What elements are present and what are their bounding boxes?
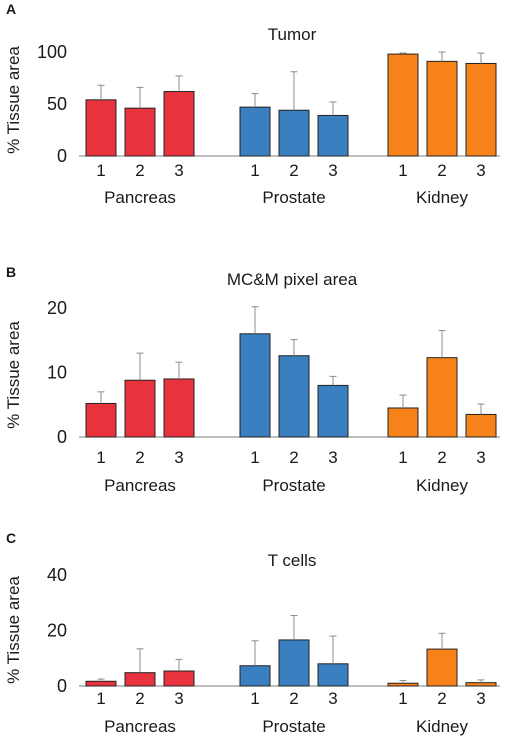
x-tick-label: 2 <box>437 448 446 467</box>
y-axis-label: % Tissue area <box>4 46 23 154</box>
panel-c: C T cells % Tissue area 0 20 40 1 2 3 Pancreas 1 2 3… <box>4 530 500 736</box>
x-tick-label: 2 <box>289 161 298 180</box>
x-tick-label: 1 <box>96 689 105 708</box>
group-label: Pancreas <box>104 717 176 736</box>
bar <box>124 672 156 687</box>
bar <box>124 107 156 157</box>
y-tick-label: 0 <box>57 427 67 447</box>
x-tick-label: 1 <box>96 448 105 467</box>
y-axis-label: % Tissue area <box>4 321 23 429</box>
y-tick-label: 0 <box>57 146 67 166</box>
x-tick-label: 3 <box>174 448 183 467</box>
x-tick-label: 2 <box>289 448 298 467</box>
bar <box>163 91 195 157</box>
bar <box>278 109 310 157</box>
bar <box>278 639 310 687</box>
bar <box>317 663 349 687</box>
chart-title: MC&M pixel area <box>227 270 358 289</box>
x-tick-label: 3 <box>328 689 337 708</box>
group-label: Pancreas <box>104 188 176 207</box>
bar <box>239 106 271 157</box>
x-tick-label: 2 <box>289 689 298 708</box>
bar <box>387 682 419 687</box>
bar <box>85 680 117 687</box>
panel-b: B MC&M pixel area % Tissue area 0 10 20 1 2 3 Pan… <box>4 264 500 495</box>
x-tick-label: 3 <box>328 161 337 180</box>
bar <box>465 413 497 438</box>
y-tick-label: 20 <box>47 298 67 318</box>
x-tick-label: 1 <box>96 161 105 180</box>
x-tick-label: 2 <box>135 448 144 467</box>
group-label: Kidney <box>416 476 468 495</box>
x-tick-label: 1 <box>250 161 259 180</box>
y-tick-label: 10 <box>47 363 67 383</box>
y-tick-label: 50 <box>47 94 67 114</box>
panel-letter: A <box>6 1 16 17</box>
bar <box>239 665 271 687</box>
x-tick-label: 2 <box>135 161 144 180</box>
bar <box>465 682 497 687</box>
bar <box>387 407 419 438</box>
bar <box>465 62 497 157</box>
x-tick-label: 2 <box>437 161 446 180</box>
group-label: Prostate <box>262 717 325 736</box>
x-tick-label: 2 <box>135 689 144 708</box>
x-tick-label: 3 <box>174 689 183 708</box>
x-tick-label: 3 <box>476 689 485 708</box>
bar <box>85 99 117 157</box>
bar <box>426 648 458 687</box>
group-label: Pancreas <box>104 476 176 495</box>
x-tick-label: 3 <box>328 448 337 467</box>
y-axis-label: % Tissue area <box>4 576 23 684</box>
chart-title: T cells <box>268 551 317 570</box>
group-label: Prostate <box>262 476 325 495</box>
bar <box>163 670 195 687</box>
bar <box>317 384 349 438</box>
bar <box>387 53 419 157</box>
bar <box>426 357 458 438</box>
y-tick-label: 100 <box>37 42 67 62</box>
x-tick-label: 2 <box>437 689 446 708</box>
x-tick-label: 3 <box>174 161 183 180</box>
bar <box>317 114 349 157</box>
panel-letter: B <box>6 264 16 280</box>
x-tick-label: 1 <box>398 448 407 467</box>
x-tick-label: 1 <box>398 161 407 180</box>
bar <box>278 355 310 438</box>
chart-title: Tumor <box>268 25 317 44</box>
bar <box>239 333 271 438</box>
x-tick-label: 1 <box>250 448 259 467</box>
x-tick-label: 3 <box>476 161 485 180</box>
y-tick-label: 40 <box>47 565 67 585</box>
group-label: Kidney <box>416 717 468 736</box>
bar <box>163 378 195 438</box>
x-tick-label: 1 <box>250 689 259 708</box>
y-tick-label: 0 <box>57 676 67 696</box>
x-tick-label: 1 <box>398 689 407 708</box>
bar <box>124 379 156 438</box>
bar <box>85 402 117 438</box>
group-label: Prostate <box>262 188 325 207</box>
bar <box>426 60 458 157</box>
group-label: Kidney <box>416 188 468 207</box>
panel-letter: C <box>6 530 16 546</box>
y-tick-label: 20 <box>47 621 67 641</box>
x-tick-label: 3 <box>476 448 485 467</box>
